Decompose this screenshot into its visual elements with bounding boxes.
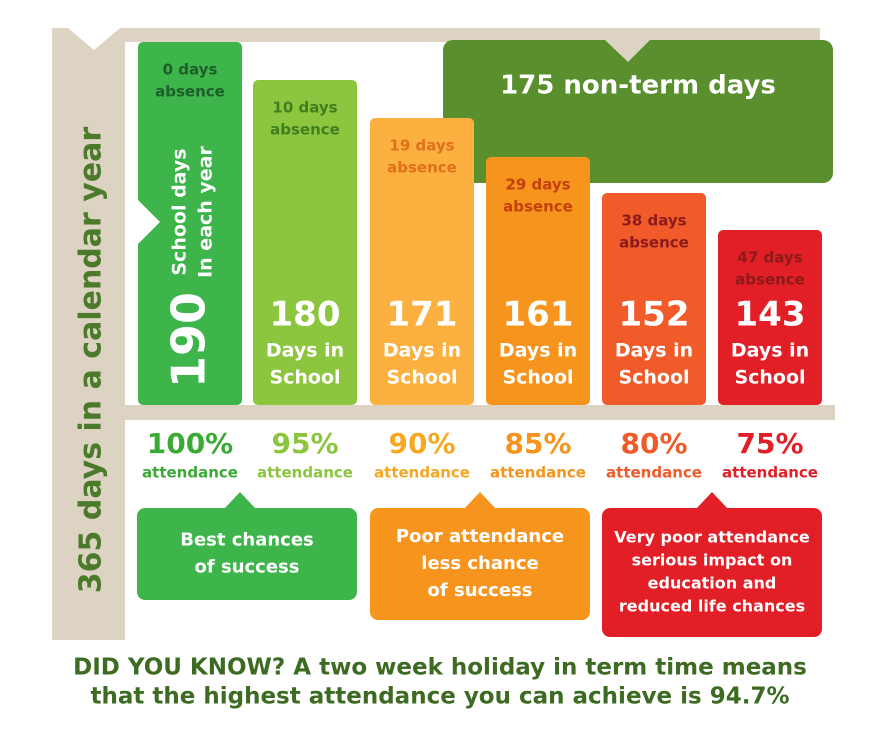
absence-label: 38 days <box>621 212 686 230</box>
note-line: Best chances <box>180 530 314 551</box>
note-line: education and <box>648 574 777 593</box>
days-label: School <box>618 367 689 389</box>
note-line: of success <box>428 580 533 601</box>
notch <box>68 28 120 50</box>
days-value: 190 <box>162 292 216 388</box>
attendance-label: attendance <box>374 464 470 482</box>
absence-label: absence <box>387 159 457 177</box>
side-label: 365 days in a calendar year <box>74 127 109 594</box>
attendance-label: attendance <box>490 464 586 482</box>
attendance-label: attendance <box>722 464 818 482</box>
days-value: 152 <box>619 295 690 335</box>
footer-line: that the highest attendance you can achi… <box>90 684 789 710</box>
non-term-label: 175 non-term days <box>500 71 776 101</box>
days-label: In each year <box>195 145 217 277</box>
days-label: Days in <box>266 340 344 362</box>
footer-line: DID YOU KNOW? A two week holiday in term… <box>73 655 807 681</box>
absence-label: 29 days <box>505 176 570 194</box>
absence-label: 10 days <box>272 99 337 117</box>
bar <box>253 80 357 405</box>
note-line: serious impact on <box>632 551 793 570</box>
days-label: Days in <box>615 340 693 362</box>
note-box <box>137 508 357 600</box>
absence-label: absence <box>155 83 225 101</box>
absence-label: absence <box>619 234 689 252</box>
absence-label: 47 days <box>737 249 802 267</box>
days-value: 161 <box>503 295 574 335</box>
note-line: Poor attendance <box>396 526 564 547</box>
side-band <box>52 28 125 640</box>
attendance-value: 95% <box>271 427 338 460</box>
attendance-value: 100% <box>147 427 234 460</box>
attendance-value: 90% <box>388 427 455 460</box>
note-pointer <box>696 492 728 509</box>
absence-label: 0 days <box>163 61 218 79</box>
days-value: 180 <box>270 295 341 335</box>
note-box <box>370 508 590 620</box>
attendance-value: 80% <box>620 427 687 460</box>
attendance-label: attendance <box>257 464 353 482</box>
attendance-value: 85% <box>504 427 571 460</box>
note-box <box>602 508 822 637</box>
bar <box>486 157 590 405</box>
note-pointer <box>224 492 256 509</box>
absence-label: absence <box>270 121 340 139</box>
banner-pointer <box>605 40 650 62</box>
days-label: School days <box>169 148 191 275</box>
note-line: less chance <box>421 553 538 574</box>
note-line: Very poor attendance <box>614 528 810 547</box>
note-pointer <box>464 492 496 509</box>
bar <box>370 118 474 405</box>
absence-label: 19 days <box>389 137 454 155</box>
days-value: 143 <box>735 295 806 335</box>
days-label: Days in <box>499 340 577 362</box>
attendance-label: attendance <box>142 464 238 482</box>
bar <box>718 230 822 405</box>
bar-notch <box>138 200 160 244</box>
top-band <box>125 28 820 42</box>
attendance-value: 75% <box>736 427 803 460</box>
days-label: School <box>502 367 573 389</box>
note-line: reduced life chances <box>619 597 805 616</box>
attendance-label: attendance <box>606 464 702 482</box>
days-label: School <box>269 367 340 389</box>
non-term-banner <box>443 40 833 183</box>
days-label: School <box>734 367 805 389</box>
note-line: of success <box>195 557 300 578</box>
days-label: School <box>386 367 457 389</box>
days-label: Days in <box>383 340 461 362</box>
absence-label: absence <box>503 198 573 216</box>
days-label: Days in <box>731 340 809 362</box>
days-value: 171 <box>387 295 458 335</box>
bar <box>602 193 706 405</box>
absence-label: absence <box>735 271 805 289</box>
bar <box>138 42 242 405</box>
base-band <box>125 405 835 420</box>
